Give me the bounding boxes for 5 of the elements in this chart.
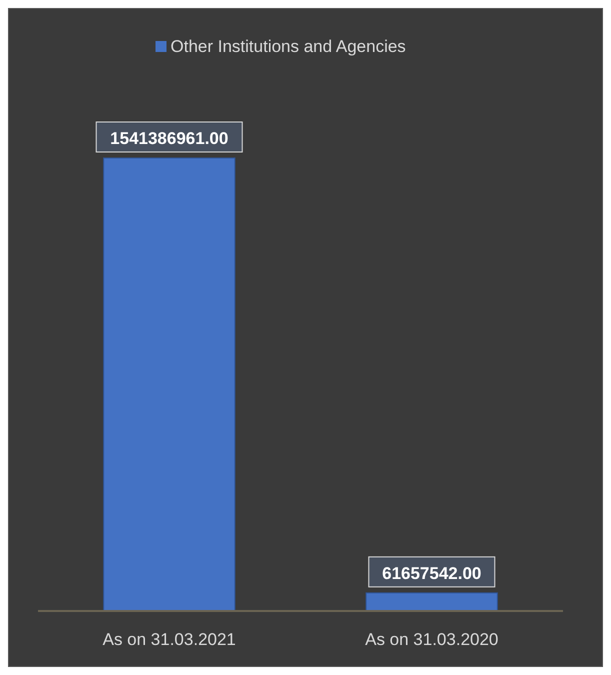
x-tick-label: As on 31.03.2021 bbox=[102, 630, 236, 649]
data-label: 1541386961.00 bbox=[110, 129, 228, 148]
data-label: 61657542.00 bbox=[382, 564, 482, 583]
legend-label: Other Institutions and Agencies bbox=[170, 37, 406, 56]
x-tick-label: As on 31.03.2020 bbox=[365, 630, 498, 649]
